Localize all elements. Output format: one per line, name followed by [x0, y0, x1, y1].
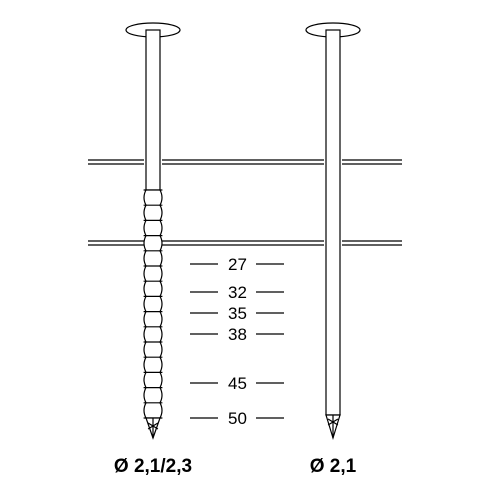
tick-label-27: 27 [228, 255, 247, 274]
tick-label-38: 38 [228, 325, 247, 344]
tick-label-45: 45 [228, 374, 247, 393]
tick-label-35: 35 [228, 304, 247, 323]
tick-label-32: 32 [228, 283, 247, 302]
diameter-label-right: Ø 2,1 [310, 456, 357, 477]
diameter-label-left: Ø 2,1/2,3 [114, 456, 192, 477]
tick-label-50: 50 [228, 409, 247, 428]
